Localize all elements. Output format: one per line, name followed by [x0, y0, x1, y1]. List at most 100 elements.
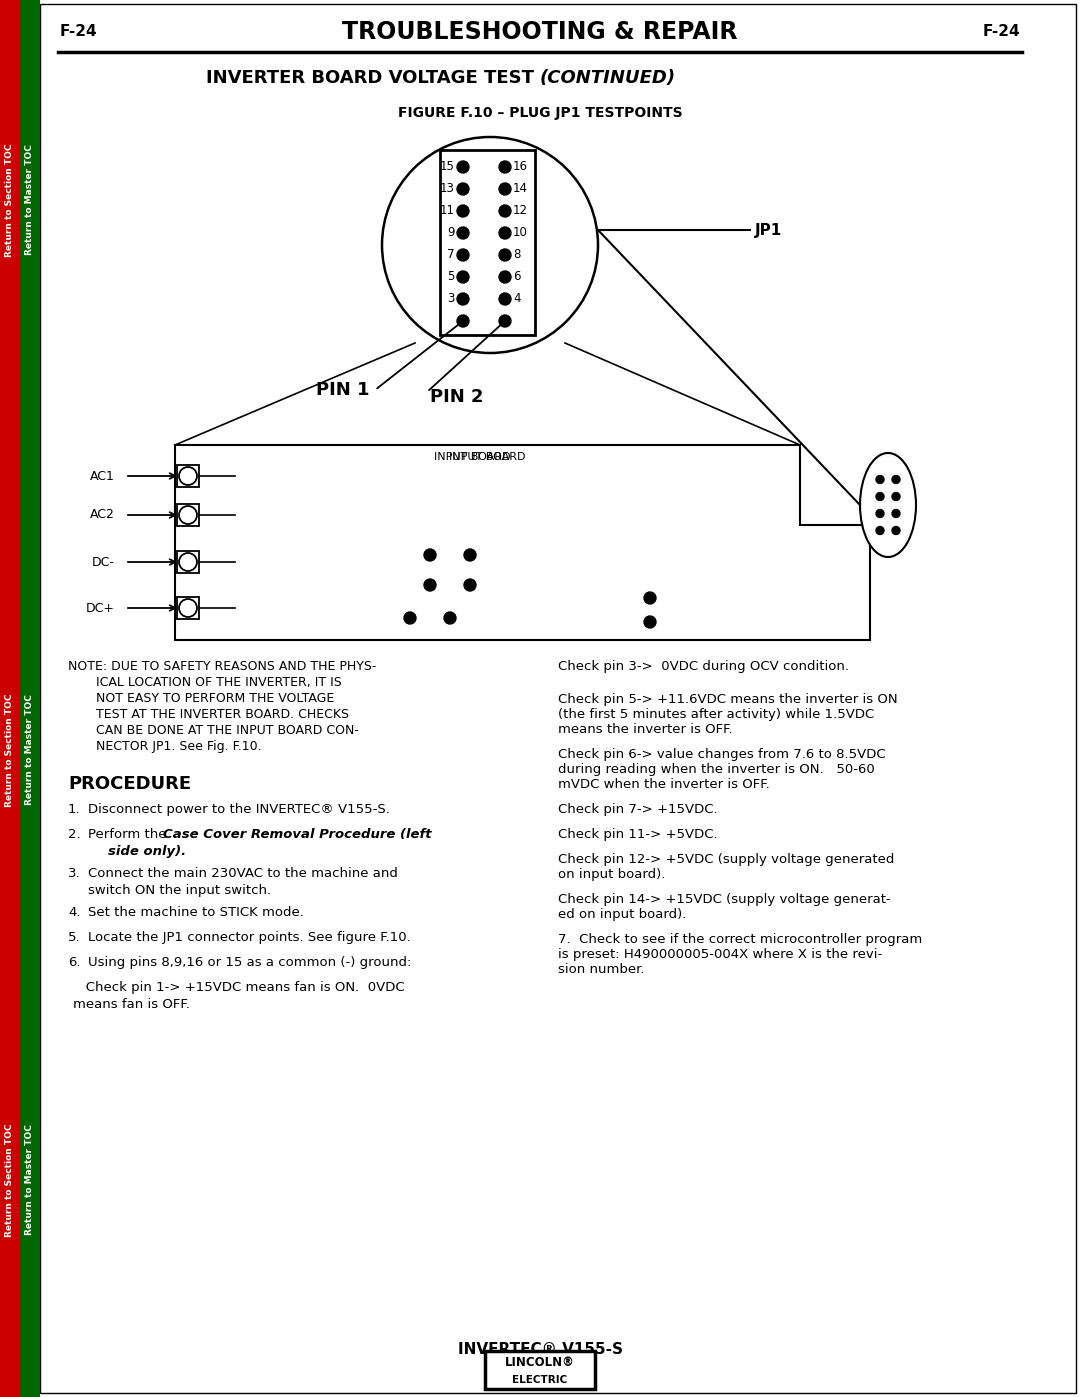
- Text: 4: 4: [513, 292, 521, 306]
- Text: AC2: AC2: [90, 509, 114, 521]
- Circle shape: [499, 205, 511, 217]
- Text: Locate the JP1 connector points. See figure F.10.: Locate the JP1 connector points. See fig…: [87, 930, 410, 944]
- Text: (the first 5 minutes after activity) while 1.5VDC: (the first 5 minutes after activity) whi…: [558, 708, 874, 721]
- Text: INPUT BOARD: INPUT BOARD: [449, 453, 526, 462]
- Circle shape: [876, 527, 885, 535]
- Text: DC-: DC-: [92, 556, 114, 569]
- Text: on input board).: on input board).: [558, 868, 665, 882]
- Circle shape: [499, 161, 511, 173]
- Circle shape: [892, 493, 900, 500]
- Text: Return to Section TOC: Return to Section TOC: [5, 693, 14, 806]
- Text: INVERTER BOARD VOLTAGE TEST: INVERTER BOARD VOLTAGE TEST: [206, 68, 540, 87]
- Text: is preset: H490000005-004X where X is the revi-: is preset: H490000005-004X where X is th…: [558, 949, 882, 961]
- Bar: [177, 550, 199, 573]
- Text: 13: 13: [441, 183, 455, 196]
- Text: Check pin 12-> +5VDC (supply voltage generated: Check pin 12-> +5VDC (supply voltage gen…: [558, 854, 894, 866]
- Bar: [177, 504, 199, 527]
- Text: PIN 2: PIN 2: [430, 388, 484, 407]
- Circle shape: [499, 293, 511, 305]
- Circle shape: [457, 205, 469, 217]
- Text: side only).: side only).: [108, 845, 186, 858]
- Text: NOT EASY TO PERFORM THE VOLTAGE: NOT EASY TO PERFORM THE VOLTAGE: [68, 692, 334, 705]
- Text: Check pin 11-> +5VDC.: Check pin 11-> +5VDC.: [558, 828, 717, 841]
- Text: NOTE: DUE TO SAFETY REASONS AND THE PHYS-: NOTE: DUE TO SAFETY REASONS AND THE PHYS…: [68, 659, 376, 673]
- Text: Case Cover Removal Procedure (left: Case Cover Removal Procedure (left: [163, 828, 432, 841]
- Text: 6: 6: [513, 271, 521, 284]
- Text: 11: 11: [440, 204, 455, 218]
- Text: means the inverter is OFF.: means the inverter is OFF.: [558, 724, 732, 736]
- Text: means fan is OFF.: means fan is OFF.: [73, 997, 190, 1011]
- Text: Check pin 14-> +15VDC (supply voltage generat-: Check pin 14-> +15VDC (supply voltage ge…: [558, 893, 891, 907]
- Text: 14: 14: [513, 183, 528, 196]
- Text: FIGURE F.10 – PLUG JP1 TESTPOINTS: FIGURE F.10 – PLUG JP1 TESTPOINTS: [397, 106, 683, 120]
- Text: F-24: F-24: [983, 25, 1020, 39]
- Text: PIN 1: PIN 1: [316, 381, 370, 400]
- Circle shape: [876, 493, 885, 500]
- Text: 12: 12: [513, 204, 528, 218]
- Circle shape: [424, 578, 436, 591]
- Text: Check pin 5-> +11.6VDC means the inverter is ON: Check pin 5-> +11.6VDC means the inverte…: [558, 693, 897, 705]
- Circle shape: [457, 249, 469, 261]
- Text: during reading when the inverter is ON.   50-60: during reading when the inverter is ON. …: [558, 763, 875, 775]
- Text: Check pin 6-> value changes from 7.6 to 8.5VDC: Check pin 6-> value changes from 7.6 to …: [558, 747, 886, 761]
- Circle shape: [464, 578, 476, 591]
- Circle shape: [876, 475, 885, 483]
- Text: 15: 15: [441, 161, 455, 173]
- Text: 6.: 6.: [68, 956, 81, 970]
- Circle shape: [499, 271, 511, 284]
- Text: NECTOR JP1. See Fig. F.10.: NECTOR JP1. See Fig. F.10.: [68, 740, 261, 753]
- Text: 7: 7: [447, 249, 455, 261]
- Text: Return to Master TOC: Return to Master TOC: [26, 1125, 35, 1235]
- Text: LINCOLN®: LINCOLN®: [505, 1355, 575, 1369]
- Bar: [0, 0, 21, 1397]
- Text: TROUBLESHOOTING & REPAIR: TROUBLESHOOTING & REPAIR: [342, 20, 738, 43]
- Text: Perform the: Perform the: [87, 828, 171, 841]
- Text: CAN BE DONE AT THE INPUT BOARD CON-: CAN BE DONE AT THE INPUT BOARD CON-: [68, 724, 359, 738]
- Text: Connect the main 230VAC to the machine and: Connect the main 230VAC to the machine a…: [87, 868, 397, 880]
- Polygon shape: [175, 446, 870, 640]
- Text: TEST AT THE INVERTER BOARD. CHECKS: TEST AT THE INVERTER BOARD. CHECKS: [68, 708, 349, 721]
- Text: AC1: AC1: [90, 469, 114, 482]
- Text: 1.: 1.: [68, 803, 81, 816]
- Ellipse shape: [860, 453, 916, 557]
- Text: sion number.: sion number.: [558, 963, 645, 977]
- Bar: [177, 597, 199, 619]
- Text: 9: 9: [447, 226, 455, 239]
- Text: Return to Master TOC: Return to Master TOC: [26, 144, 35, 256]
- Text: Check pin 1-> +15VDC means fan is ON.  0VDC: Check pin 1-> +15VDC means fan is ON. 0V…: [73, 981, 405, 995]
- Circle shape: [424, 549, 436, 562]
- Bar: [177, 465, 199, 488]
- Circle shape: [464, 549, 476, 562]
- Circle shape: [892, 527, 900, 535]
- Text: 4.: 4.: [68, 907, 81, 919]
- Circle shape: [457, 183, 469, 196]
- Text: DC+: DC+: [86, 602, 114, 615]
- Circle shape: [457, 161, 469, 173]
- Text: 7.  Check to see if the correct microcontroller program: 7. Check to see if the correct microcont…: [558, 933, 922, 946]
- Text: ed on input board).: ed on input board).: [558, 908, 687, 921]
- Bar: [21, 0, 40, 1397]
- Circle shape: [457, 293, 469, 305]
- Text: 10: 10: [513, 226, 528, 239]
- Text: 2.: 2.: [68, 828, 81, 841]
- Circle shape: [644, 616, 656, 629]
- Text: Using pins 8,9,16 or 15 as a common (-) ground:: Using pins 8,9,16 or 15 as a common (-) …: [87, 956, 411, 970]
- Circle shape: [644, 592, 656, 604]
- Text: Return to Section TOC: Return to Section TOC: [5, 1123, 14, 1236]
- Text: switch ON the input switch.: switch ON the input switch.: [87, 884, 271, 897]
- Circle shape: [444, 612, 456, 624]
- Text: INPUT BOARD: INPUT BOARD: [434, 453, 511, 462]
- Text: Check pin 7-> +15VDC.: Check pin 7-> +15VDC.: [558, 803, 717, 816]
- Text: ICAL LOCATION OF THE INVERTER, IT IS: ICAL LOCATION OF THE INVERTER, IT IS: [68, 676, 341, 689]
- Text: PROCEDURE: PROCEDURE: [68, 775, 191, 793]
- Text: F-24: F-24: [60, 25, 97, 39]
- Circle shape: [457, 226, 469, 239]
- Circle shape: [499, 226, 511, 239]
- Circle shape: [499, 314, 511, 327]
- Text: Return to Section TOC: Return to Section TOC: [5, 144, 14, 257]
- Text: Check pin 3->  0VDC during OCV condition.: Check pin 3-> 0VDC during OCV condition.: [558, 659, 849, 673]
- Text: (CONTINUED): (CONTINUED): [540, 68, 676, 87]
- Bar: [440, 149, 535, 335]
- Circle shape: [892, 510, 900, 517]
- Text: INVERTEC® V155-S: INVERTEC® V155-S: [458, 1343, 622, 1358]
